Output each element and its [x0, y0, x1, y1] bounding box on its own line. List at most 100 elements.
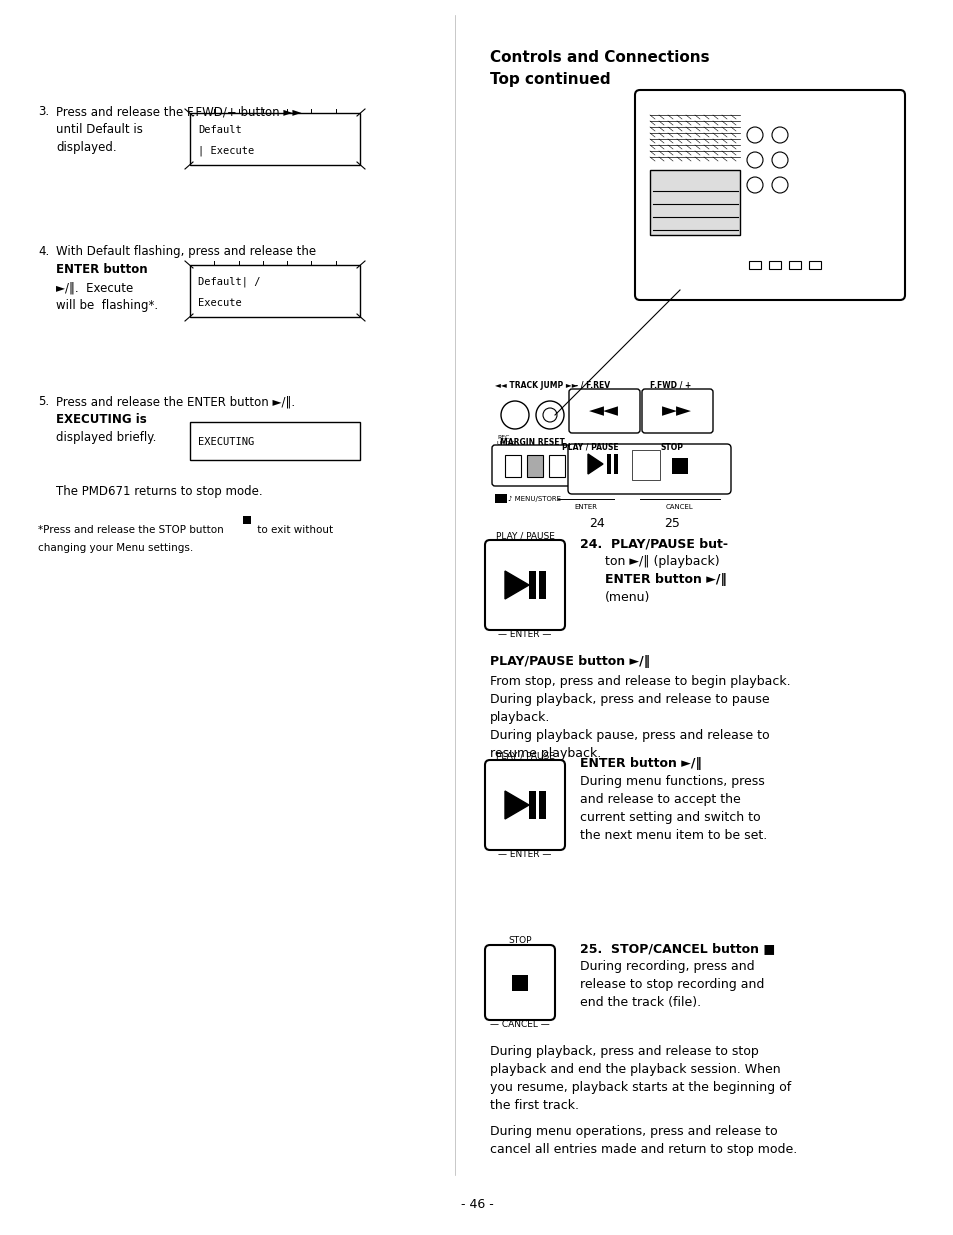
Text: STOP: STOP — [508, 936, 531, 945]
Text: — CANCEL —: — CANCEL — — [490, 1020, 549, 1029]
Text: - / F.REV: - / F.REV — [575, 380, 610, 389]
Text: During playback, press and release to pause: During playback, press and release to pa… — [490, 693, 769, 706]
Text: Controls and Connections: Controls and Connections — [490, 49, 709, 65]
Text: From stop, press and release to begin playback.: From stop, press and release to begin pl… — [490, 676, 790, 688]
FancyBboxPatch shape — [484, 540, 564, 630]
Text: 24.  PLAY/PAUSE but-: 24. PLAY/PAUSE but- — [579, 537, 727, 550]
Text: 5.: 5. — [38, 395, 49, 408]
Bar — [808, 261, 821, 269]
FancyBboxPatch shape — [492, 445, 578, 487]
FancyBboxPatch shape — [190, 112, 359, 165]
Text: ♪ MENU/STORE: ♪ MENU/STORE — [507, 496, 560, 503]
Bar — [748, 261, 760, 269]
Text: F.FWD / +: F.FWD / + — [649, 380, 691, 389]
Text: — ENTER —: — ENTER — — [497, 630, 551, 638]
Text: current setting and switch to: current setting and switch to — [579, 811, 760, 824]
Text: ton ►/‖ (playback): ton ►/‖ (playback) — [604, 555, 719, 568]
Text: the first track.: the first track. — [490, 1099, 578, 1112]
Bar — [504, 454, 520, 477]
Text: — ENTER —: — ENTER — — [497, 850, 551, 860]
Bar — [649, 170, 740, 235]
Text: Top continued: Top continued — [490, 72, 610, 86]
Text: Default| /: Default| / — [198, 277, 260, 288]
Text: playback and end the playback session. When: playback and end the playback session. W… — [490, 1063, 780, 1076]
Text: 4.: 4. — [38, 245, 50, 258]
Text: changing your Menu settings.: changing your Menu settings. — [38, 543, 193, 553]
Bar — [495, 494, 506, 503]
Text: ◄◄: ◄◄ — [588, 401, 618, 420]
Bar — [529, 571, 536, 599]
Text: Press and release the ENTER button ►/‖.: Press and release the ENTER button ►/‖. — [56, 395, 294, 408]
Text: PLAY / PAUSE: PLAY / PAUSE — [495, 531, 554, 540]
Text: ENTER: ENTER — [574, 504, 597, 510]
Bar — [190, 422, 359, 459]
Text: the next menu item to be set.: the next menu item to be set. — [579, 829, 766, 842]
Bar — [548, 454, 564, 477]
Text: until Default is: until Default is — [56, 124, 143, 136]
Text: 25.  STOP/CANCEL button ■: 25. STOP/CANCEL button ■ — [579, 942, 774, 955]
Text: 25: 25 — [663, 516, 679, 530]
Text: 24: 24 — [589, 516, 604, 530]
FancyBboxPatch shape — [190, 266, 359, 317]
Polygon shape — [504, 790, 529, 819]
Text: playback.: playback. — [490, 711, 550, 724]
Text: Default: Default — [198, 125, 241, 135]
Text: PLAY / PAUSE: PLAY / PAUSE — [495, 751, 554, 760]
Bar — [243, 516, 251, 524]
Text: Press and release the F.FWD/+ button ►►: Press and release the F.FWD/+ button ►► — [56, 105, 301, 119]
Polygon shape — [587, 454, 602, 474]
Text: ►►: ►► — [661, 401, 691, 420]
Text: *Press and release the STOP button: *Press and release the STOP button — [38, 525, 224, 535]
Bar — [614, 454, 618, 474]
Text: to exit without: to exit without — [253, 525, 333, 535]
Text: 3.: 3. — [38, 105, 49, 119]
Bar — [671, 458, 687, 474]
Text: CANCEL: CANCEL — [665, 504, 693, 510]
Bar — [538, 790, 545, 819]
Text: - 46 -: - 46 - — [460, 1198, 493, 1212]
Text: ►/‖.  Execute: ►/‖. Execute — [56, 282, 133, 294]
Bar — [526, 454, 542, 477]
Text: ENTER button: ENTER button — [56, 263, 148, 275]
Text: Execute: Execute — [198, 298, 241, 308]
Text: During playback, press and release to stop: During playback, press and release to st… — [490, 1045, 758, 1058]
Text: displayed briefly.: displayed briefly. — [56, 431, 156, 445]
Text: end the track (file).: end the track (file). — [579, 995, 700, 1009]
Text: MARGIN RESET: MARGIN RESET — [499, 438, 564, 447]
FancyBboxPatch shape — [484, 760, 564, 850]
Text: EXECUTING is: EXECUTING is — [56, 412, 147, 426]
Bar — [538, 571, 545, 599]
Text: REC
UNDO: REC UNDO — [497, 435, 516, 446]
FancyBboxPatch shape — [568, 389, 639, 433]
Text: During recording, press and: During recording, press and — [579, 960, 754, 973]
Text: During menu functions, press: During menu functions, press — [579, 776, 764, 788]
Text: ◄◄ TRACK JUMP ►►: ◄◄ TRACK JUMP ►► — [495, 380, 577, 389]
Bar — [512, 974, 527, 990]
Text: PLAY/PAUSE button ►/‖: PLAY/PAUSE button ►/‖ — [490, 655, 649, 668]
Text: PLAY / PAUSE: PLAY / PAUSE — [561, 442, 618, 452]
Bar — [631, 450, 659, 480]
Bar — [606, 454, 610, 474]
Text: During playback pause, press and release to: During playback pause, press and release… — [490, 729, 769, 742]
Text: STOP: STOP — [659, 442, 682, 452]
Text: displayed.: displayed. — [56, 141, 116, 154]
Text: During menu operations, press and release to: During menu operations, press and releas… — [490, 1125, 777, 1137]
FancyBboxPatch shape — [641, 389, 712, 433]
Text: With Default flashing, press and release the: With Default flashing, press and release… — [56, 245, 315, 258]
Bar — [529, 790, 536, 819]
Text: resume playback.: resume playback. — [490, 747, 600, 760]
Text: will be  flashing*.: will be flashing*. — [56, 299, 158, 312]
Text: you resume, playback starts at the beginning of: you resume, playback starts at the begin… — [490, 1081, 790, 1094]
Text: The PMD671 returns to stop mode.: The PMD671 returns to stop mode. — [56, 485, 262, 498]
Bar — [768, 261, 781, 269]
Text: cancel all entries made and return to stop mode.: cancel all entries made and return to st… — [490, 1144, 797, 1156]
Text: EXECUTING: EXECUTING — [198, 437, 254, 447]
Text: ENTER button ►/‖: ENTER button ►/‖ — [579, 757, 701, 769]
FancyBboxPatch shape — [567, 445, 730, 494]
FancyBboxPatch shape — [635, 90, 904, 300]
FancyBboxPatch shape — [484, 945, 555, 1020]
Text: release to stop recording and: release to stop recording and — [579, 978, 763, 990]
Text: | Execute: | Execute — [198, 146, 254, 156]
Text: and release to accept the: and release to accept the — [579, 793, 740, 806]
Text: (menu): (menu) — [604, 592, 650, 604]
